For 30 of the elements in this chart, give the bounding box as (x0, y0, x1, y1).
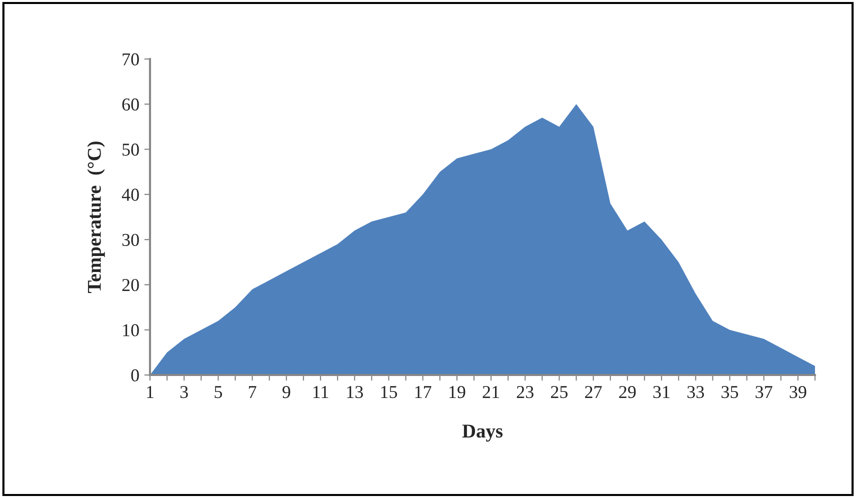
y-tick-label: 30 (122, 234, 139, 246)
x-tick-label: 5 (214, 386, 222, 398)
x-tick-label: 17 (415, 386, 432, 398)
x-tick-label: 27 (585, 386, 602, 398)
x-tick-label: 37 (756, 386, 772, 398)
y-tick-label: 20 (122, 278, 139, 292)
x-tick-label: 29 (619, 386, 636, 398)
x-tick-label: 23 (516, 386, 534, 398)
y-tick-label: 70 (122, 53, 139, 66)
x-tick-label: 7 (248, 386, 256, 398)
x-tick-label: 19 (449, 386, 466, 398)
x-tick-label: 39 (790, 386, 806, 398)
y-axis-title: Temperature (°C) (87, 142, 105, 293)
x-tick-label: 11 (313, 386, 328, 398)
x-axis-title: Days (462, 424, 503, 442)
y-tick-label: 60 (122, 98, 139, 111)
x-tick-label: 33 (687, 386, 704, 398)
y-tick-label: 0 (131, 369, 139, 382)
x-tick-label: 31 (653, 386, 670, 398)
x-tick-label: 3 (180, 386, 188, 398)
x-tick-label: 1 (147, 386, 154, 398)
y-tick-label: 10 (123, 324, 139, 336)
x-tick-label: 35 (722, 386, 738, 398)
x-tick-label: 13 (347, 386, 363, 398)
y-tick-label: 50 (122, 144, 139, 156)
y-tick-label: 40 (122, 188, 139, 201)
x-tick-label: 21 (482, 386, 499, 398)
x-tick-label: 25 (550, 386, 568, 398)
x-tick-label: 15 (381, 386, 398, 398)
x-tick-label: 9 (282, 386, 290, 398)
